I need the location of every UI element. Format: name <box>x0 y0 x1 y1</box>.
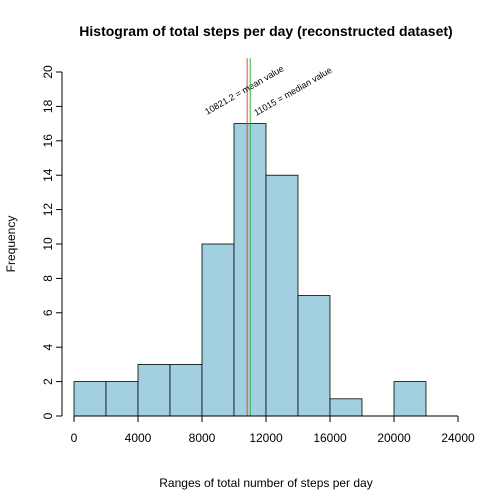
y-tick-label-6: 12 <box>41 203 55 217</box>
y-tick-label-7: 14 <box>41 168 55 182</box>
x-axis: 0 4000 8000 12000 16000 20000 24000 <box>71 415 475 445</box>
histogram-bar-10 <box>393 381 427 417</box>
x-tick-label-0: 0 <box>71 431 78 445</box>
y-axis: 0 2 4 6 8 10 12 14 16 18 20 <box>41 65 63 419</box>
x-axis-label: Ranges of total number of steps per day <box>159 476 372 490</box>
x-tick-label-2: 8000 <box>189 431 216 445</box>
x-tick-label-3: 12000 <box>249 431 283 445</box>
histogram-bar-7 <box>297 295 331 417</box>
y-tick-label-4: 8 <box>41 275 55 282</box>
y-tick-label-3: 6 <box>41 309 55 316</box>
y-tick-label-0: 0 <box>41 412 55 419</box>
reference-line-label-0: 10821.2 = mean value <box>203 63 285 116</box>
histogram-bar-3 <box>169 363 203 417</box>
y-tick-label-5: 10 <box>41 237 55 251</box>
y-tick-label-10: 20 <box>41 65 55 79</box>
y-tick-label-1: 2 <box>41 378 55 385</box>
y-tick-label-8: 16 <box>41 134 55 148</box>
histogram-bar-8 <box>329 398 363 417</box>
histogram-bar-6 <box>265 174 299 417</box>
y-axis-label: Frequency <box>4 216 18 273</box>
histogram-bar-0 <box>73 381 107 417</box>
x-tick-label-1: 4000 <box>125 431 152 445</box>
chart-title: Histogram of total steps per day (recons… <box>79 23 452 39</box>
x-tick-label-6: 24000 <box>441 431 475 445</box>
x-tick-label-5: 20000 <box>377 431 411 445</box>
y-tick-label-2: 4 <box>41 344 55 351</box>
y-tick-label-9: 18 <box>41 99 55 113</box>
histogram-bar-2 <box>137 363 171 417</box>
histogram-bar-1 <box>105 381 139 417</box>
x-tick-label-4: 16000 <box>313 431 347 445</box>
histogram-bar-4 <box>201 243 235 417</box>
